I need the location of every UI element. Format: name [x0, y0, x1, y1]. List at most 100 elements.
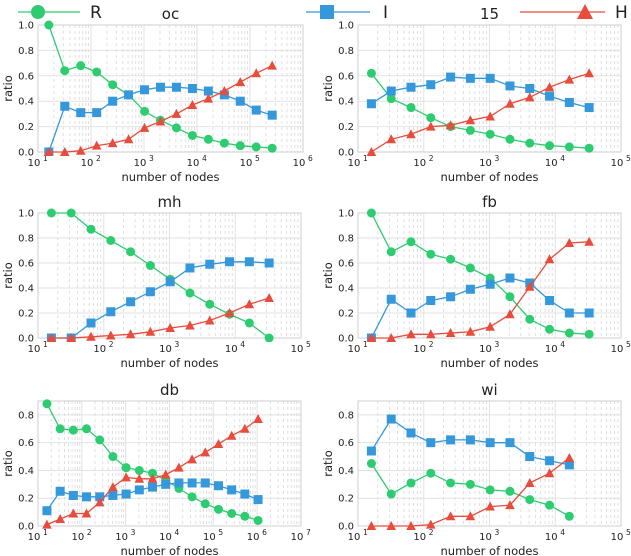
data-point-H: [219, 86, 230, 96]
data-point-I: [156, 82, 166, 92]
data-point-H: [226, 430, 237, 440]
y-axis-label: ratio: [321, 75, 335, 102]
data-point-I: [165, 277, 175, 287]
data-point-R: [505, 486, 515, 496]
series-line-H: [51, 297, 270, 339]
data-point-H: [425, 329, 436, 339]
x-tick-label: 10: [348, 344, 361, 355]
data-point-R: [545, 500, 555, 510]
x-tick-exponent: 6: [262, 528, 267, 537]
y-tick-label: 0.8: [338, 234, 354, 245]
x-tick-label: 10: [479, 532, 492, 543]
y-tick-label: 0.2: [338, 309, 354, 320]
data-point-I: [465, 73, 475, 83]
data-point-R: [148, 468, 158, 478]
series-H: [44, 60, 277, 156]
y-tick-label: 0.0: [338, 522, 354, 533]
data-point-R: [525, 314, 535, 324]
data-point-R: [386, 94, 396, 104]
legend-item-i: I: [306, 3, 388, 23]
plot-frame: [357, 400, 622, 527]
data-point-H: [544, 82, 555, 92]
data-point-I: [584, 103, 594, 113]
data-point-R: [545, 324, 555, 334]
data-point-I: [525, 452, 535, 462]
data-point-H: [75, 145, 86, 155]
x-tick-label: 10: [81, 158, 94, 169]
data-point-I: [225, 257, 235, 267]
x-tick-label: 10: [159, 532, 172, 543]
data-point-I: [200, 478, 210, 488]
data-point-H: [366, 521, 377, 530]
data-point-I: [505, 273, 515, 283]
x-axis-label: number of nodes: [121, 356, 219, 370]
data-point-I: [42, 506, 52, 516]
y-axis-label: ratio: [1, 262, 15, 289]
data-point-H: [165, 323, 175, 332]
data-point-I: [171, 82, 181, 92]
data-point-I: [386, 86, 396, 96]
data-point-I: [185, 263, 195, 273]
x-tick-label: 10: [545, 532, 558, 543]
y-tick-label: 0.8: [338, 46, 354, 57]
plot-frame: [37, 212, 302, 339]
data-point-I: [76, 108, 86, 118]
data-point-I: [227, 485, 237, 495]
chart-panel-oc: 10 1 10 2 10 3 10 4 10 5 10 60.00.20.40.60.81.0ocnu…: [1, 5, 313, 184]
data-point-I: [465, 435, 475, 445]
data-point-R: [564, 142, 574, 152]
data-point-I: [55, 486, 65, 496]
data-point-H: [94, 497, 105, 507]
y-tick-label: 0.6: [18, 71, 34, 82]
data-point-H: [59, 147, 70, 156]
data-point-R: [76, 61, 86, 71]
x-tick-exponent: 3: [149, 154, 154, 163]
data-point-H: [155, 116, 166, 126]
y-tick-label: 0.0: [18, 148, 34, 159]
data-point-H: [425, 121, 436, 131]
x-tick-exponent: 5: [626, 340, 631, 349]
series-R: [46, 208, 274, 342]
series-H: [42, 414, 263, 529]
x-tick-exponent: 1: [363, 340, 368, 349]
data-point-I: [545, 91, 555, 101]
data-point-I: [264, 258, 274, 268]
series-I: [42, 478, 263, 516]
plot-frame: [37, 400, 302, 527]
x-axis-label: number of nodes: [441, 544, 539, 556]
y-tick-label: 0.2: [338, 494, 354, 505]
data-point-H: [224, 308, 235, 317]
y-tick-label: 0.8: [18, 410, 34, 421]
data-point-I: [564, 460, 574, 470]
data-point-R: [44, 20, 54, 30]
data-point-H: [406, 521, 416, 530]
data-point-R: [564, 511, 574, 521]
data-point-R: [145, 261, 155, 270]
data-point-I: [161, 479, 171, 489]
data-point-R: [240, 511, 250, 521]
data-point-H: [244, 299, 255, 309]
data-point-I: [240, 489, 250, 499]
data-point-R: [66, 208, 76, 218]
x-tick-label: 10: [545, 344, 558, 355]
data-point-R: [426, 249, 436, 259]
x-axis-label: number of nodes: [441, 356, 539, 370]
x-tick-label: 10: [293, 158, 306, 169]
data-point-R: [171, 123, 181, 133]
plot-frame: [37, 24, 304, 153]
chart-title: fb: [482, 193, 497, 211]
data-point-H: [121, 472, 131, 482]
data-point-I: [584, 308, 594, 318]
data-point-R: [134, 465, 144, 475]
data-point-R: [564, 328, 574, 338]
data-point-H: [485, 321, 495, 331]
x-tick-exponent: 3: [495, 340, 500, 349]
series-R: [366, 459, 574, 521]
data-point-I: [140, 85, 150, 95]
data-point-H: [185, 320, 195, 330]
data-point-H: [55, 514, 65, 524]
data-point-I: [253, 495, 263, 505]
data-point-I: [426, 296, 436, 305]
data-point-R: [95, 435, 105, 445]
data-point-I: [86, 318, 96, 328]
